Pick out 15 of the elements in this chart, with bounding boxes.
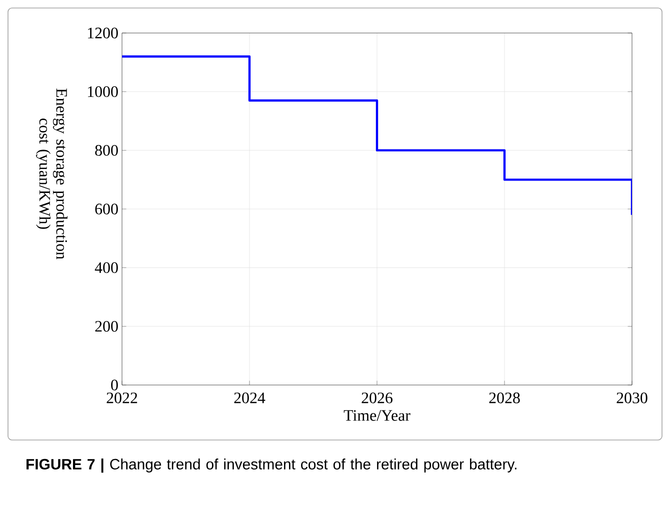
x-tick-label: 2022 bbox=[106, 392, 138, 404]
y-tick-label: 200 bbox=[95, 320, 118, 332]
text: FIGURE 7 | Change trend of investment cost of the retired power battery. bbox=[26, 458, 516, 473]
y-tick-label: 400 bbox=[94, 262, 118, 274]
x-tick-label: 2024 bbox=[234, 392, 266, 404]
y-tick-label: 1200 bbox=[88, 28, 118, 38]
x-tick-label: 2028 bbox=[489, 392, 520, 404]
y-tick-label: 1000 bbox=[88, 86, 118, 98]
y-tick-label: 800 bbox=[95, 144, 118, 156]
x-axis-title: Time/Year bbox=[344, 410, 410, 421]
x-tick-label: 2026 bbox=[362, 392, 392, 404]
y-tick-label: 600 bbox=[95, 204, 118, 214]
x-tick-label: 2030 bbox=[616, 392, 648, 404]
y-tick-label: 0 bbox=[111, 380, 118, 390]
y-axis-title: Energy storage production cost (yuan/KWh) bbox=[36, 88, 68, 260]
